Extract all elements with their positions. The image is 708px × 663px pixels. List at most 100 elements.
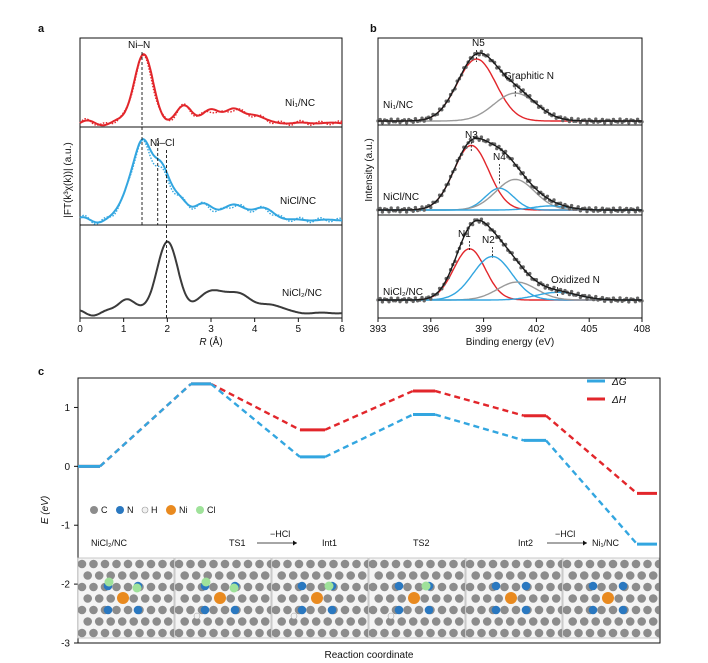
carbon-atom xyxy=(591,617,600,626)
carbon-atom xyxy=(175,582,184,592)
carbon-atom xyxy=(414,559,424,569)
carbon-atom xyxy=(140,617,150,626)
sample-label-b-2: NiCl/NC xyxy=(383,192,419,203)
panel-c-letter: c xyxy=(38,366,44,378)
atom-c-label: C xyxy=(101,505,108,515)
carbon-atom xyxy=(83,571,92,580)
atom-cl-icon xyxy=(196,506,204,514)
carbon-atom xyxy=(625,594,635,603)
component-label-n2: N2 xyxy=(482,235,495,246)
carbon-atom xyxy=(574,605,583,615)
carbon-atom xyxy=(385,617,395,626)
carbon-atom xyxy=(340,559,350,569)
xps-data-point xyxy=(618,206,622,210)
panel-a-ylabel: |FT(k³χ(k))| (a.u.) xyxy=(63,142,74,217)
carbon-atom xyxy=(460,628,465,638)
panel-c-yticks: 1 0 -1 -2 -3 xyxy=(61,403,78,650)
carbon-atom xyxy=(346,594,356,603)
carbon-atom xyxy=(209,559,218,569)
carbon-atom xyxy=(443,571,453,580)
nitrogen-atom xyxy=(230,605,240,615)
carbon-atom xyxy=(460,582,465,592)
xps-envelope-3 xyxy=(378,219,642,301)
carbon-atom xyxy=(449,605,458,615)
xps-data-point xyxy=(611,117,616,122)
carbon-atom xyxy=(431,571,441,580)
step-arrowhead-2 xyxy=(583,540,587,546)
carbon-atom xyxy=(420,617,430,626)
carbon-atom xyxy=(323,617,333,626)
carbon-atom xyxy=(363,582,368,592)
xps-data-point xyxy=(387,210,391,214)
nitrogen-atom xyxy=(200,605,210,615)
panel-c-series xyxy=(78,382,657,546)
carbon-atom xyxy=(466,605,475,615)
carbon-atom xyxy=(449,582,458,592)
carbon-atom xyxy=(494,594,504,603)
nickel-atom xyxy=(117,592,129,604)
carbon-atom xyxy=(620,559,629,569)
xps-data-point xyxy=(387,300,391,304)
carbon-atom xyxy=(608,582,618,592)
nitrogen-atom xyxy=(327,605,337,615)
carbon-atom xyxy=(540,571,549,580)
carbon-atom xyxy=(112,628,121,638)
carbon-atom xyxy=(631,605,641,615)
carbon-atom xyxy=(169,582,174,592)
carbon-atom xyxy=(397,594,407,603)
connector-ΔH-5 xyxy=(545,414,638,495)
panel-c-xlabel: Reaction coordinate xyxy=(325,650,414,661)
carbon-atom xyxy=(123,605,133,615)
panel-a-frame xyxy=(79,37,343,319)
carbon-atom xyxy=(466,582,475,592)
carbon-atom xyxy=(226,571,235,580)
carbon-atom xyxy=(169,559,174,569)
atom-c-icon xyxy=(90,506,98,514)
carbon-atom xyxy=(272,628,281,638)
carbon-atom xyxy=(437,559,447,569)
xps-data-point xyxy=(404,121,409,125)
carbon-atom xyxy=(191,594,201,603)
carbon-atom xyxy=(146,559,156,569)
carbon-atom xyxy=(340,628,350,638)
xps-data-point xyxy=(422,299,426,303)
carbon-atom xyxy=(209,628,218,638)
carbon-atom xyxy=(363,628,368,638)
carbon-atom xyxy=(78,582,87,592)
carbon-atom xyxy=(94,594,104,603)
carbon-atom xyxy=(557,582,562,592)
carbon-atom xyxy=(414,628,424,638)
structure-images xyxy=(77,557,660,639)
carbon-atom xyxy=(220,559,230,569)
state-label-ni1: Ni₁/NC xyxy=(592,538,620,548)
legend-dg-label: ΔG xyxy=(611,377,627,388)
chlorine-atom xyxy=(104,577,114,587)
carbon-atom xyxy=(637,594,646,603)
state-label-nicl2: NiCl₂/NC xyxy=(91,538,127,548)
carbon-atom xyxy=(625,617,635,626)
xps-data-point xyxy=(479,49,484,54)
carbon-atom xyxy=(414,582,424,592)
carbon-atom xyxy=(89,628,98,638)
atom-ni-label: Ni xyxy=(179,505,188,515)
carbon-atom xyxy=(511,605,521,615)
sample-label-b-3: NiCl₂/NC xyxy=(383,287,423,298)
carbon-atom xyxy=(243,559,253,569)
carbon-atom xyxy=(466,559,475,569)
nickel-atom xyxy=(505,592,517,604)
carbon-atom xyxy=(437,628,447,638)
carbon-atom xyxy=(152,617,161,626)
xps-data-point xyxy=(420,295,424,300)
panel-a-xticks: 0 1 2 3 4 5 6 xyxy=(77,318,345,335)
carbon-atom xyxy=(505,617,515,626)
panel-b-xlabel: Binding energy (eV) xyxy=(466,337,554,348)
carbon-atom xyxy=(614,571,623,580)
xps-data-point xyxy=(627,210,631,214)
xps-data-point xyxy=(600,206,605,210)
panel-b-xticks: 393 396 399 402 405 408 xyxy=(370,318,651,335)
carbon-atom xyxy=(369,605,378,615)
carbon-atom xyxy=(266,582,271,592)
carbon-atom xyxy=(437,582,447,592)
carbon-atom xyxy=(220,605,230,615)
